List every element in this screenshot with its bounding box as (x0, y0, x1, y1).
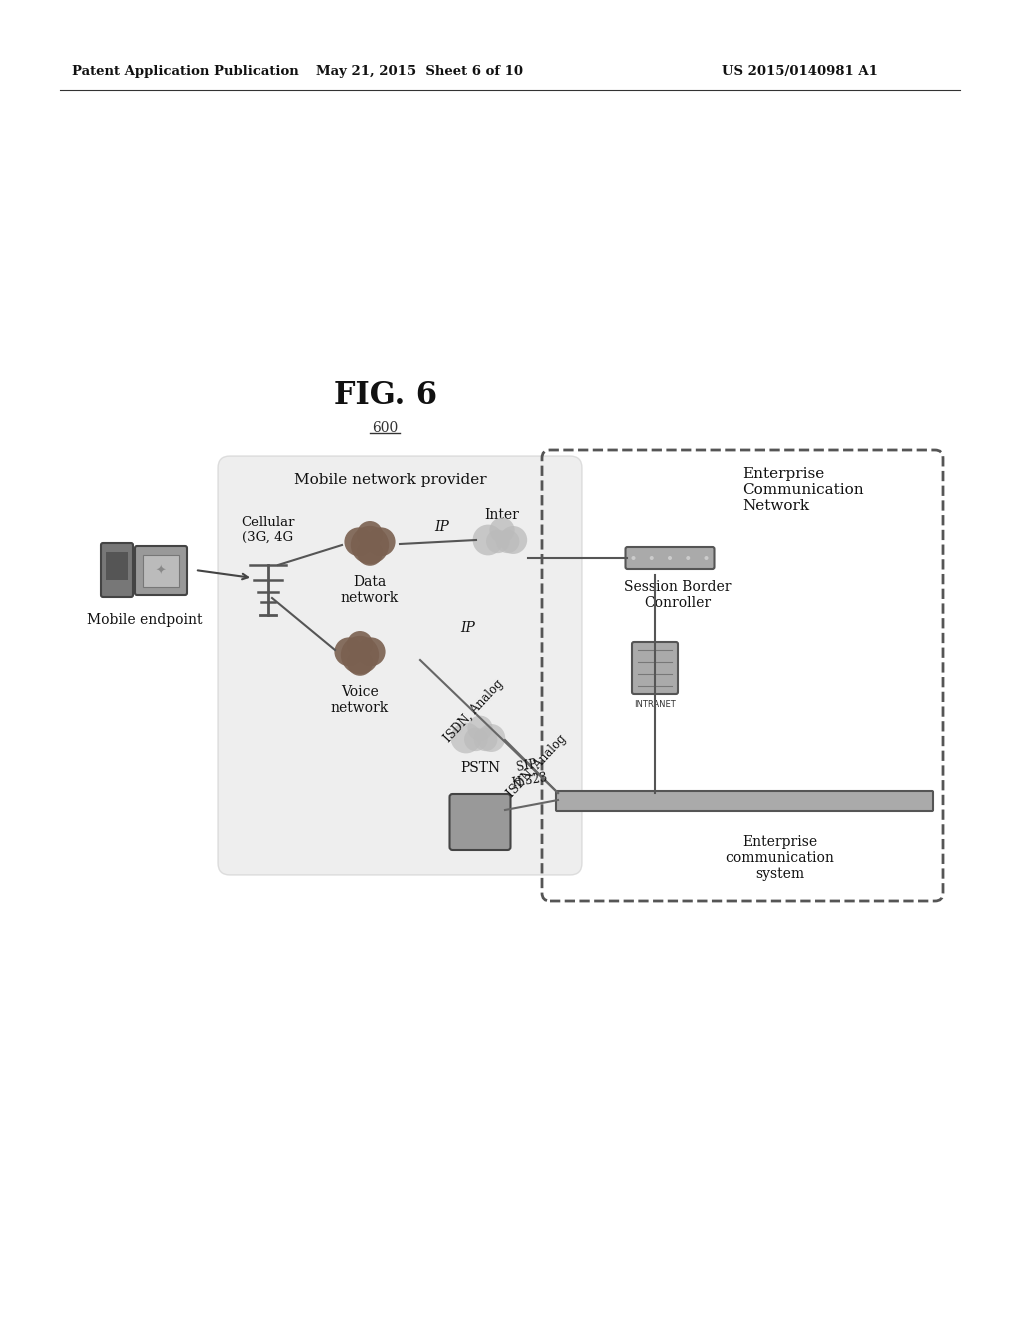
Circle shape (347, 631, 373, 656)
FancyBboxPatch shape (450, 795, 511, 850)
Circle shape (705, 556, 709, 560)
Text: Voice
network: Voice network (331, 685, 389, 715)
Circle shape (335, 638, 364, 667)
Circle shape (367, 528, 395, 556)
Circle shape (341, 636, 379, 675)
Circle shape (464, 727, 487, 751)
Text: Session Border
Conroller: Session Border Conroller (625, 579, 732, 610)
Text: Mobile endpoint: Mobile endpoint (87, 612, 203, 627)
Text: ✦: ✦ (156, 565, 166, 578)
Text: ISDN, Analog: ISDN, Analog (504, 733, 568, 800)
Text: SIP
H.323: SIP H.323 (508, 756, 548, 789)
Circle shape (686, 556, 690, 560)
Text: Cellular
(3G, 4G: Cellular (3G, 4G (242, 516, 295, 544)
Text: Patent Application Publication: Patent Application Publication (72, 66, 299, 78)
Text: May 21, 2015  Sheet 6 of 10: May 21, 2015 Sheet 6 of 10 (316, 66, 523, 78)
FancyBboxPatch shape (626, 546, 715, 569)
Circle shape (668, 556, 672, 560)
FancyBboxPatch shape (632, 642, 678, 694)
Circle shape (486, 529, 510, 553)
Text: PSTN: PSTN (460, 762, 500, 775)
Circle shape (473, 524, 504, 556)
Text: 600: 600 (372, 421, 398, 436)
Circle shape (351, 525, 389, 564)
Circle shape (344, 528, 373, 556)
Bar (106, 552, 128, 579)
Text: INTRANET: INTRANET (634, 700, 676, 709)
Text: Inter: Inter (484, 508, 519, 521)
Circle shape (347, 651, 373, 676)
FancyBboxPatch shape (218, 455, 582, 875)
Bar (143, 554, 179, 587)
Circle shape (500, 525, 527, 554)
Text: IP: IP (434, 520, 450, 535)
Circle shape (650, 556, 653, 560)
Circle shape (451, 722, 481, 754)
Text: Enterprise
communication
system: Enterprise communication system (726, 836, 835, 882)
Text: US 2015/0140981 A1: US 2015/0140981 A1 (722, 66, 878, 78)
Circle shape (496, 529, 519, 553)
Text: Data
network: Data network (341, 576, 399, 605)
Circle shape (467, 715, 493, 741)
Circle shape (357, 521, 383, 546)
Text: FIG. 6: FIG. 6 (334, 380, 436, 411)
Text: Mobile network provider: Mobile network provider (294, 473, 486, 487)
FancyBboxPatch shape (101, 543, 133, 597)
Circle shape (477, 723, 505, 752)
Circle shape (474, 727, 498, 751)
Circle shape (356, 638, 386, 667)
Text: Enterprise
Communication
Network: Enterprise Communication Network (742, 467, 863, 513)
Circle shape (632, 556, 636, 560)
Circle shape (489, 517, 515, 543)
FancyBboxPatch shape (135, 546, 187, 595)
FancyBboxPatch shape (556, 791, 933, 810)
Text: IP: IP (461, 620, 475, 635)
Text: ISDN, Analog: ISDN, Analog (441, 677, 506, 746)
Circle shape (357, 540, 383, 566)
